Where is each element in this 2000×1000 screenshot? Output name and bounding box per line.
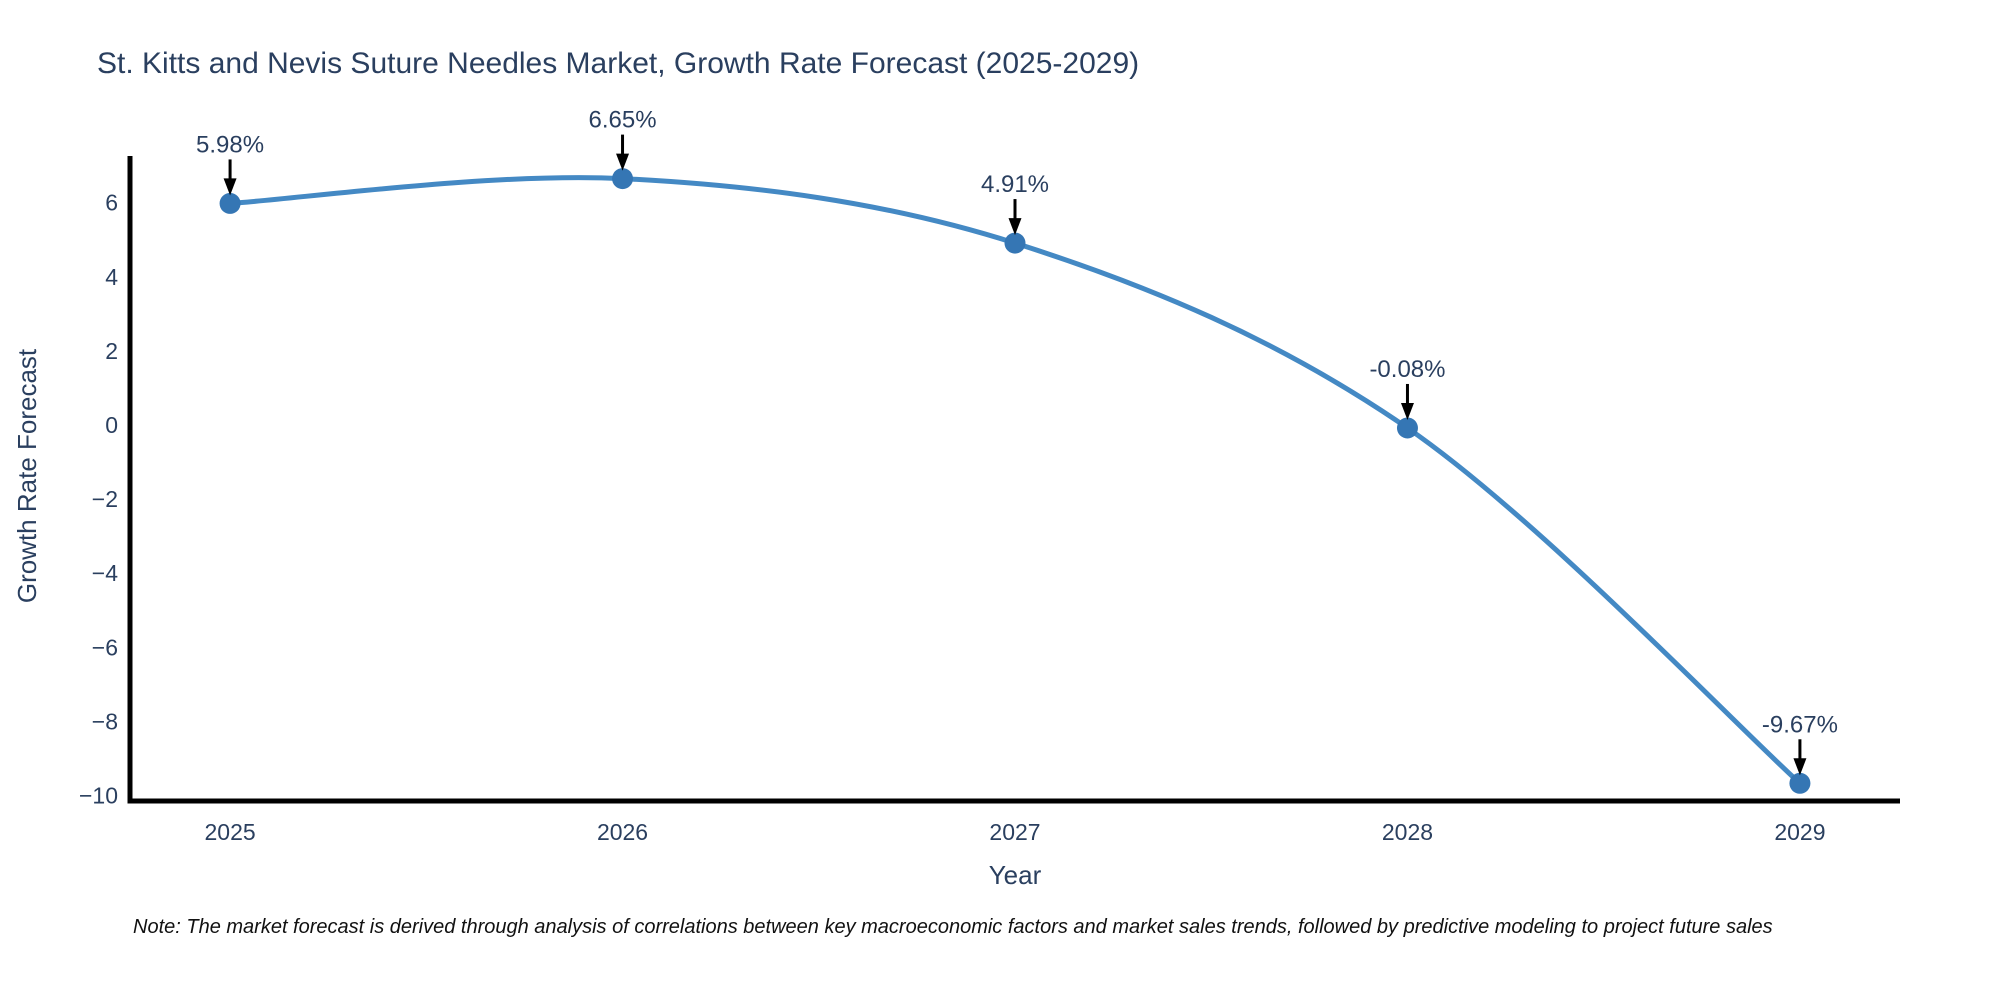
x-tick-label: 2026 xyxy=(597,819,648,845)
down-arrowhead-icon xyxy=(1008,218,1022,236)
x-tick-label: 2027 xyxy=(989,819,1040,845)
annotation-label: 4.91% xyxy=(981,171,1049,198)
data-point-marker xyxy=(1789,772,1811,794)
y-tick-label: −10 xyxy=(79,783,118,809)
y-tick-label: −4 xyxy=(92,560,118,586)
trend-line xyxy=(227,175,1803,786)
down-arrowhead-icon xyxy=(1400,402,1414,420)
down-arrowhead-icon xyxy=(616,153,630,171)
y-tick-label: 0 xyxy=(105,412,118,438)
data-point-marker xyxy=(1396,417,1418,439)
down-arrowhead-icon xyxy=(223,178,237,196)
y-tick-label: −2 xyxy=(92,486,118,512)
footnote: Note: The market forecast is derived thr… xyxy=(133,916,1773,938)
data-point-marker xyxy=(612,168,634,190)
y-tick-label: −6 xyxy=(92,634,118,660)
y-tick-label: −8 xyxy=(92,708,118,734)
x-tick-label: 2029 xyxy=(1774,819,1825,845)
x-tick-label: 2028 xyxy=(1382,819,1433,845)
annotation-label: -9.67% xyxy=(1762,711,1838,738)
x-axis-label: Year xyxy=(989,860,1042,890)
data-point-marker xyxy=(219,192,241,214)
y-tick-label: 4 xyxy=(105,264,118,290)
y-tick-label: 6 xyxy=(105,190,118,216)
annotation-label: 5.98% xyxy=(196,131,264,158)
annotation-label: -0.08% xyxy=(1369,356,1445,383)
annotation-label: 6.65% xyxy=(589,107,657,134)
data-point-marker xyxy=(1004,232,1026,254)
y-axis-label: Growth Rate Forecast xyxy=(12,348,42,603)
x-tick-label: 2025 xyxy=(204,819,255,845)
chart-title: St. Kitts and Nevis Suture Needles Marke… xyxy=(97,47,1139,80)
down-arrowhead-icon xyxy=(1793,758,1807,776)
y-tick-label: 2 xyxy=(105,338,118,364)
